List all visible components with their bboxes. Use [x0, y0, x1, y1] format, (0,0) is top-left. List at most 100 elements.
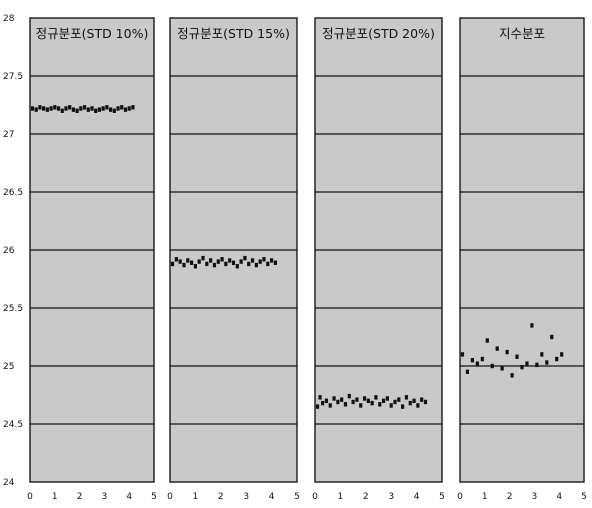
data-point	[393, 399, 397, 405]
data-point	[495, 346, 499, 351]
data-point	[480, 356, 484, 362]
data-point	[500, 366, 504, 371]
data-point	[105, 105, 109, 110]
data-point	[355, 397, 359, 402]
data-point	[401, 404, 405, 409]
data-point	[475, 361, 479, 366]
data-point	[385, 396, 389, 401]
x-tick-label: 1	[193, 492, 199, 502]
data-point	[56, 106, 61, 111]
data-point	[193, 264, 197, 269]
x-tick-label: 0	[167, 492, 173, 502]
data-point	[336, 399, 340, 405]
data-point	[550, 334, 554, 340]
data-point	[53, 105, 57, 110]
x-tick-label: 3	[243, 492, 249, 502]
data-point	[404, 395, 409, 400]
data-point	[250, 258, 255, 263]
y-tick-label: 26	[3, 246, 15, 256]
data-point	[186, 258, 190, 263]
data-point	[262, 257, 266, 262]
data-point	[30, 106, 35, 111]
data-point	[189, 260, 194, 265]
data-point	[68, 105, 72, 110]
data-point	[109, 107, 113, 112]
data-point	[515, 354, 519, 359]
data-point	[328, 403, 332, 408]
data-point	[212, 262, 217, 268]
data-point	[397, 397, 401, 402]
panel-title: 지수분포	[499, 26, 545, 41]
data-point	[42, 106, 46, 111]
data-point	[120, 105, 124, 110]
data-point	[470, 358, 474, 363]
data-point	[420, 397, 424, 402]
data-point	[332, 396, 336, 401]
data-point	[82, 105, 87, 110]
panel-exponential: 지수분포 0 1 2 3 4 5	[457, 17, 587, 502]
data-point	[347, 393, 351, 399]
x-tick-label: 0	[312, 492, 318, 502]
data-point	[220, 257, 224, 262]
data-point	[408, 400, 412, 406]
x-tick-label: 1	[52, 492, 58, 502]
data-point	[197, 259, 201, 264]
x-tick-label: 3	[532, 492, 538, 502]
data-point	[381, 398, 386, 403]
data-point	[535, 362, 539, 368]
data-point	[389, 403, 393, 408]
data-point	[90, 106, 94, 111]
x-tick-label: 0	[27, 492, 33, 502]
data-point	[530, 323, 534, 328]
panel-title: 정규분포(STD 20%)	[322, 26, 435, 41]
data-point	[505, 349, 509, 355]
data-point	[101, 106, 105, 111]
x-tick-label: 2	[77, 492, 83, 502]
panel-std-10: 정규분포(STD 10%) 0 1 2 3 4 5	[27, 17, 157, 502]
y-tick-label: 27	[3, 130, 14, 140]
data-point	[374, 395, 378, 400]
data-point	[254, 262, 258, 268]
panel-std-15: 정규분포(STD 15%) 0 1 2 3 4 5	[167, 17, 300, 502]
data-point	[315, 404, 320, 409]
data-point	[485, 338, 489, 343]
data-point	[258, 259, 262, 264]
x-tick-label: 4	[414, 492, 420, 502]
panel-std-20: 정규분포(STD 20%) 0 1 2 3 4 5	[312, 17, 445, 502]
data-point	[131, 105, 135, 110]
data-point	[112, 108, 116, 113]
data-point	[182, 262, 186, 268]
data-point	[94, 108, 98, 113]
data-point	[178, 259, 182, 264]
panel-title: 정규분포(STD 10%)	[36, 26, 149, 41]
data-point	[490, 363, 494, 369]
data-point	[239, 259, 243, 264]
data-point	[247, 261, 251, 267]
x-tick-label: 5	[151, 492, 157, 502]
data-point	[340, 397, 344, 402]
data-point	[224, 261, 228, 267]
data-point	[273, 260, 278, 265]
data-point	[370, 400, 374, 406]
data-point	[201, 255, 205, 261]
y-tick-label: 26.5	[3, 188, 23, 198]
data-point	[270, 258, 274, 263]
x-tick-label: 4	[556, 492, 562, 502]
x-tick-label: 4	[126, 492, 132, 502]
data-point	[205, 261, 209, 267]
data-point	[362, 396, 367, 401]
panel-title: 정규분포(STD 15%)	[177, 26, 290, 41]
data-point	[231, 260, 236, 265]
y-tick-label: 24.5	[3, 420, 23, 430]
data-point	[209, 258, 213, 263]
x-tick-label: 2	[363, 492, 369, 502]
x-tick-label: 3	[102, 492, 108, 502]
data-point	[378, 402, 382, 407]
data-point	[71, 107, 75, 112]
x-tick-label: 3	[388, 492, 394, 502]
data-point	[45, 107, 49, 112]
y-tick-label: 28	[3, 14, 15, 24]
x-tick-label: 0	[457, 492, 463, 502]
data-point	[174, 257, 178, 262]
